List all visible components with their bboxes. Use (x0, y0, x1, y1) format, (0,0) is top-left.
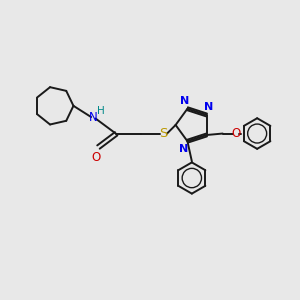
Text: S: S (159, 127, 167, 140)
Text: N: N (179, 144, 188, 154)
Text: H: H (97, 106, 105, 116)
Text: N: N (180, 96, 190, 106)
Text: N: N (204, 102, 214, 112)
Text: O: O (91, 151, 100, 164)
Text: O: O (231, 127, 241, 140)
Text: N: N (89, 110, 98, 124)
